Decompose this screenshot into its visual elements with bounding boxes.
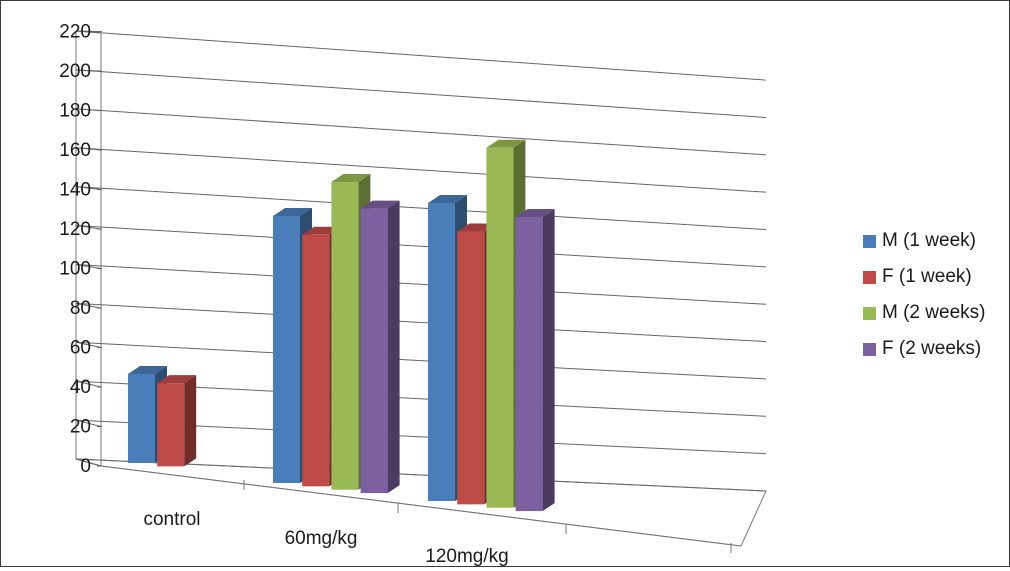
gridline (75, 302, 767, 343)
bar-top (486, 139, 526, 148)
bar-top (428, 195, 467, 204)
gridline-side (75, 458, 102, 467)
gridline (75, 458, 767, 492)
legend-label: F (2 weeks) (882, 338, 982, 359)
gridline (75, 30, 767, 81)
x-tick-label: 120mg/kg (425, 546, 508, 566)
gridline-side (75, 341, 102, 349)
legend-item: F (1 week) (863, 259, 1010, 295)
legend-label: M (2 weeks) (882, 302, 986, 323)
bar-top (273, 207, 312, 216)
chart-walls (75, 30, 767, 547)
bar-front (128, 373, 155, 463)
bar (157, 375, 197, 467)
gridline (75, 341, 767, 380)
bar-front (331, 182, 359, 490)
bar-front (360, 208, 388, 494)
legend-swatch (863, 270, 876, 284)
bar-side (542, 208, 555, 512)
y-tick-label: 180 (59, 101, 91, 122)
y-tick-label: 0 (80, 456, 91, 477)
y-tick-label: 20 (70, 417, 91, 438)
bar-top (157, 375, 197, 384)
bar-side (184, 375, 197, 467)
y-axis-ticks: 0 20 40 60 80 100 120 140 160 180 200 220 (59, 22, 91, 477)
gridline (75, 225, 767, 268)
x-tick-label: 60mg/kg (285, 528, 358, 549)
gridline (75, 69, 767, 118)
bar-top (128, 365, 167, 374)
gridline-side (75, 380, 102, 388)
legend-item: M (2 weeks) (863, 295, 1010, 331)
y-tick-label: 200 (59, 61, 91, 82)
bar-side (387, 200, 400, 494)
y-tick-label: 100 (59, 259, 91, 280)
legend: M (1 week) F (1 week) M (2 weeks) F (2 week… (863, 223, 1010, 367)
bar-top (331, 174, 371, 183)
x-axis-ticks: control 60mg/kg 120mg/kg (143, 480, 732, 567)
gridline (75, 263, 767, 305)
gridline-side (75, 108, 102, 112)
legend-label: M (1 week) (882, 230, 976, 251)
x-tick-label: control (143, 509, 200, 530)
legend-label: F (1 week) (882, 266, 972, 287)
bars (128, 139, 555, 512)
gridline (75, 108, 767, 156)
gridline-side (75, 69, 102, 72)
gridlines (75, 30, 767, 547)
gridline (75, 186, 767, 231)
legend-swatch (863, 306, 876, 320)
bar-front (515, 216, 543, 512)
y-tick-label: 220 (59, 22, 91, 43)
gridline-side (75, 30, 102, 33)
gridline-side (75, 225, 102, 230)
gridline-side (75, 302, 102, 309)
gridline-side (75, 419, 102, 427)
bar-front (457, 231, 485, 505)
bar-front (302, 234, 330, 487)
bar (515, 208, 555, 512)
bar-top (515, 208, 555, 217)
legend-item: F (2 weeks) (863, 331, 1010, 367)
bar-top (360, 200, 400, 209)
bar-front (486, 147, 514, 508)
legend-item: M (1 week) (863, 223, 1010, 259)
y-tick-label: 60 (70, 338, 91, 359)
gridline-side (75, 186, 102, 191)
y-tick-label: 140 (59, 180, 91, 201)
side-wall (75, 30, 102, 467)
gridline-side (75, 147, 102, 151)
x-axis-line (100, 465, 742, 547)
bar-front (428, 203, 455, 501)
y-tick-label: 80 (70, 298, 91, 319)
y-tick-label: 120 (59, 219, 91, 240)
y-tick-label: 160 (59, 140, 91, 161)
gridline-side (75, 263, 102, 270)
legend-swatch (863, 234, 876, 248)
legend-swatch (863, 342, 876, 356)
y-tick-label: 40 (70, 377, 91, 398)
floor (75, 458, 767, 547)
bar-front (273, 215, 300, 483)
bar-front (157, 383, 185, 467)
gridline (75, 147, 767, 193)
bar (360, 200, 400, 494)
